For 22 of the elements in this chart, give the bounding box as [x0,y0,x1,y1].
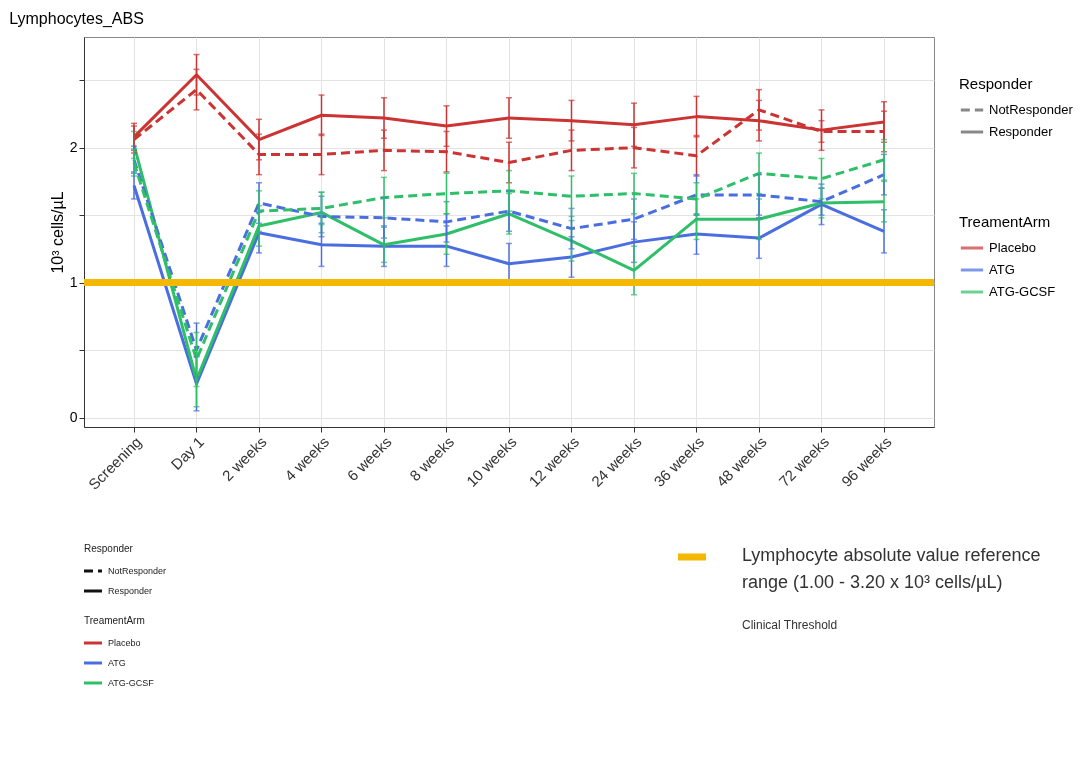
text: Responder [84,543,133,554]
text: NotResponder [989,102,1074,117]
text: TreamentArm [84,615,145,626]
x-tick-label: Day 1 [167,433,208,473]
text: Clinical Threshold [742,618,838,632]
legend-label: ATG-GCSF [989,284,1056,299]
text: ATG-GCSF [108,678,154,688]
y-tick-label: 2 [69,139,78,156]
text: Responder [959,75,1033,92]
y-tick-label: 0 [69,409,78,426]
chart-title: Lymphocytes_ABS [9,10,144,28]
legend-label: Lymphocyte absolute value reference range (1.00 - 3.20 x 10³ cells/µL) [742,545,1041,592]
legend-label: Placebo [989,240,1036,255]
text: ATG [108,658,126,668]
y-axis-title: 10³ cells/µL [48,191,66,274]
text: Responder [989,124,1054,139]
legend-label: ATG [989,262,1015,277]
text: Placebo [108,638,141,648]
legend-title: TreamentArm [959,213,1051,230]
text: Responder [108,586,153,596]
text: NotResponder [108,566,167,576]
y-tick-label: 1 [69,274,78,291]
